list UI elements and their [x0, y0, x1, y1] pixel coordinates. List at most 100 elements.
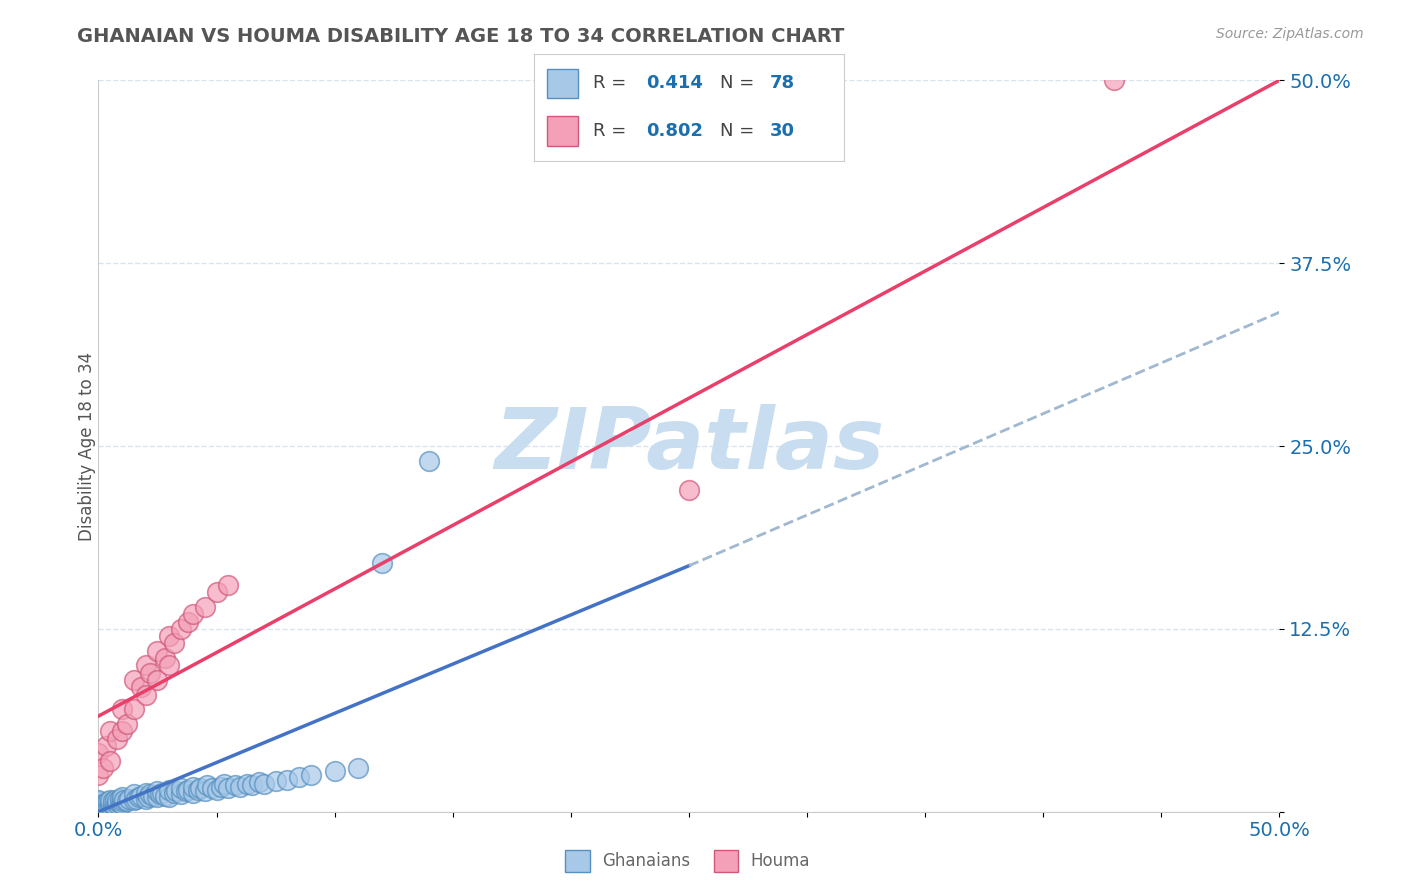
- Point: [157, 629, 180, 643]
- Point: [94, 798, 117, 813]
- Point: [157, 782, 180, 797]
- Point: [108, 796, 131, 810]
- Point: [174, 784, 197, 798]
- FancyBboxPatch shape: [714, 849, 738, 872]
- Point: [94, 796, 117, 810]
- Point: [101, 797, 124, 812]
- Point: [165, 784, 187, 798]
- Text: 30: 30: [769, 121, 794, 139]
- Point: [122, 673, 145, 687]
- Point: [115, 795, 138, 809]
- Point: [181, 780, 204, 794]
- Point: [91, 800, 114, 814]
- Point: [236, 777, 259, 791]
- Point: [187, 782, 209, 797]
- Point: [104, 798, 127, 813]
- Text: 0.414: 0.414: [645, 75, 703, 93]
- Point: [122, 793, 145, 807]
- Point: [98, 724, 121, 739]
- Point: [139, 787, 162, 801]
- Point: [87, 796, 110, 810]
- Point: [209, 780, 232, 794]
- Text: 0.802: 0.802: [645, 121, 703, 139]
- FancyBboxPatch shape: [547, 116, 578, 145]
- Point: [135, 786, 157, 800]
- Point: [129, 681, 152, 695]
- Point: [97, 800, 120, 814]
- Point: [125, 791, 148, 805]
- FancyBboxPatch shape: [565, 849, 591, 872]
- Point: [217, 578, 239, 592]
- Point: [115, 717, 138, 731]
- Point: [91, 761, 114, 775]
- Point: [323, 764, 346, 778]
- Point: [105, 795, 128, 809]
- Point: [347, 761, 370, 775]
- Point: [111, 724, 134, 739]
- Point: [118, 791, 141, 805]
- Point: [98, 796, 121, 810]
- Point: [194, 784, 217, 798]
- Point: [122, 702, 145, 716]
- Point: [146, 644, 169, 658]
- Point: [170, 622, 193, 636]
- Point: [98, 793, 121, 807]
- Point: [288, 770, 311, 784]
- Point: [135, 791, 157, 805]
- Text: N =: N =: [720, 121, 759, 139]
- Point: [188, 781, 211, 796]
- FancyBboxPatch shape: [547, 69, 578, 98]
- Point: [217, 781, 239, 796]
- Point: [177, 615, 200, 629]
- Point: [111, 795, 134, 809]
- Point: [87, 746, 110, 760]
- Point: [276, 772, 298, 787]
- Point: [229, 780, 252, 794]
- Point: [205, 782, 228, 797]
- Point: [129, 789, 152, 803]
- Point: [149, 787, 172, 801]
- Point: [98, 754, 121, 768]
- Point: [195, 778, 218, 792]
- Point: [247, 775, 270, 789]
- Point: [240, 778, 263, 792]
- Point: [87, 795, 110, 809]
- Point: [108, 791, 131, 805]
- Point: [87, 768, 110, 782]
- Text: Source: ZipAtlas.com: Source: ZipAtlas.com: [1216, 27, 1364, 41]
- Point: [87, 797, 110, 812]
- Point: [163, 786, 186, 800]
- Point: [111, 702, 134, 716]
- Point: [104, 793, 127, 807]
- Point: [153, 789, 176, 803]
- Point: [418, 453, 440, 467]
- Text: Houma: Houma: [751, 852, 810, 870]
- Point: [205, 585, 228, 599]
- Point: [111, 790, 134, 805]
- Y-axis label: Disability Age 18 to 34: Disability Age 18 to 34: [79, 351, 96, 541]
- Point: [224, 778, 246, 792]
- Point: [163, 636, 186, 650]
- Point: [212, 777, 235, 791]
- Point: [194, 599, 217, 614]
- Point: [87, 793, 110, 807]
- Point: [201, 781, 224, 796]
- Point: [150, 786, 173, 800]
- Point: [299, 768, 322, 782]
- Point: [105, 797, 128, 812]
- Point: [135, 658, 157, 673]
- Point: [135, 688, 157, 702]
- Point: [101, 795, 124, 809]
- Point: [264, 774, 287, 789]
- Point: [94, 739, 117, 753]
- Point: [153, 651, 176, 665]
- Point: [136, 790, 159, 805]
- Point: [97, 795, 120, 809]
- Point: [146, 790, 169, 805]
- Point: [87, 805, 110, 819]
- Point: [157, 790, 180, 805]
- Point: [170, 787, 193, 801]
- Point: [170, 781, 193, 796]
- Text: ZIPatlas: ZIPatlas: [494, 404, 884, 488]
- Point: [98, 798, 121, 813]
